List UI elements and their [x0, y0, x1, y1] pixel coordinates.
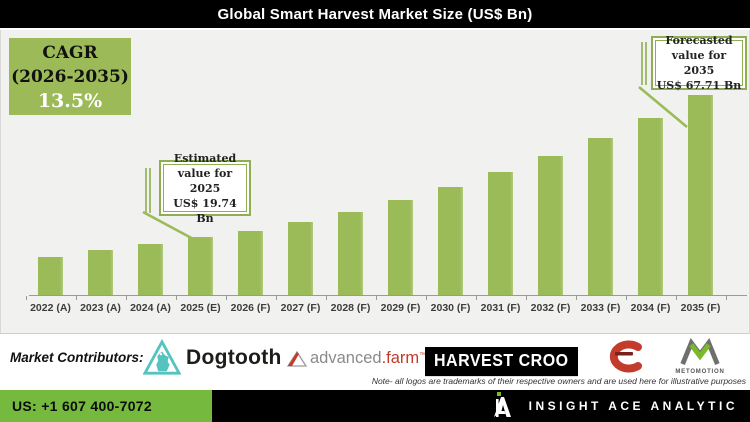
harvest-croo-wordmark: HARVEST CROO — [434, 351, 569, 371]
cagr-range: (2026-2035) — [11, 67, 129, 87]
advanced-farm-triangle-icon — [287, 350, 307, 367]
cagr-label: CAGR — [42, 43, 98, 63]
dogtooth-triangle-icon — [143, 339, 181, 375]
x-tick — [575, 296, 577, 300]
x-axis-line — [29, 295, 747, 296]
brand-name: INSIGHT ACE ANALYTIC — [528, 399, 738, 413]
x-label: 2035 (F) — [680, 302, 721, 314]
cagr-box: CAGR (2026-2035) 13.5% — [9, 38, 131, 115]
advanced-farm-wordmark-red: .farm — [381, 349, 420, 367]
estimated-line1: Estimated — [173, 151, 237, 165]
forecasted-line2: value for 2035 — [671, 49, 727, 77]
dogtooth-logo: Dogtooth — [143, 339, 282, 377]
x-tick — [325, 296, 327, 300]
forecasted-line3: US$ 67.71 Bn — [656, 79, 742, 92]
cagr-value: 13.5% — [37, 90, 103, 112]
estimated-line3: US$ 19.74 Bn — [173, 196, 237, 225]
bar-2034 (F) — [638, 118, 663, 295]
x-tick — [475, 296, 477, 300]
x-tick — [125, 296, 127, 300]
advanced-farm-trademark: ™ — [419, 352, 427, 359]
x-label: 2024 (A) — [130, 302, 171, 314]
x-label: 2022 (A) — [30, 302, 71, 314]
x-tick — [75, 296, 77, 300]
bar-2032 (F) — [538, 156, 563, 295]
x-label: 2030 (F) — [430, 302, 471, 314]
forecasted-2035-callout: Forecasted value for 2035 US$ 67.71 Bn — [651, 34, 747, 92]
bar-chart: CAGR (2026-2035) 13.5% Estimated value f… — [0, 30, 750, 333]
x-label: 2029 (F) — [380, 302, 421, 314]
metomotion-wordmark: METOMOTION — [675, 369, 725, 375]
x-tick — [425, 296, 427, 300]
x-label: 2032 (F) — [530, 302, 571, 314]
x-tick — [725, 296, 727, 300]
x-tick — [675, 296, 677, 300]
contributors-label: Market Contributors: — [10, 350, 144, 365]
x-label: 2023 (A) — [80, 302, 121, 314]
metomotion-logo: METOMOTION — [674, 337, 726, 375]
chart-title: Global Smart Harvest Market Size (US$ Bn… — [0, 0, 750, 30]
bar-2031 (F) — [488, 172, 513, 295]
x-tick — [175, 296, 177, 300]
bar-2022 (A) — [38, 257, 63, 295]
bar-2033 (F) — [588, 138, 613, 295]
bar-2035 (F) — [688, 95, 713, 295]
forecasted-line1: Forecasted — [665, 34, 733, 47]
advanced-farm-logo: advanced .farm ™ — [287, 349, 426, 368]
x-tick — [375, 296, 377, 300]
bar-2029 (F) — [388, 200, 413, 295]
red-c-icon — [609, 340, 642, 373]
x-label: 2033 (F) — [580, 302, 621, 314]
x-label: 2027 (F) — [280, 302, 321, 314]
x-tick — [225, 296, 227, 300]
harvest-croo-logo: HARVEST CROO — [425, 347, 578, 377]
insight-ace-logo — [491, 392, 513, 418]
x-tick — [275, 296, 277, 300]
bar-2027 (F) — [288, 222, 313, 295]
x-tick — [25, 296, 27, 300]
x-tick — [625, 296, 627, 300]
metomotion-m-icon — [680, 337, 720, 365]
x-tick — [525, 296, 527, 300]
footer-phone-block: US: +1 607 400-7072 — [0, 390, 212, 422]
bar-2030 (F) — [438, 187, 463, 295]
phone-number: US: +1 607 400-7072 — [12, 398, 152, 414]
x-label: 2025 (E) — [180, 302, 221, 314]
x-label: 2034 (F) — [630, 302, 671, 314]
callout-leader-lines — [142, 42, 688, 243]
bar-2026 (F) — [238, 231, 263, 295]
ff-robotics-logo — [598, 340, 650, 378]
x-label: 2028 (F) — [330, 302, 371, 314]
footer-brand-block: INSIGHT ACE ANALYTIC — [212, 390, 750, 422]
x-label: 2031 (F) — [480, 302, 521, 314]
estimated-line2: value for 2025 — [177, 166, 233, 195]
trademark-note: Note- all logos are trademarks of their … — [371, 376, 746, 386]
bar-2023 (A) — [88, 250, 113, 295]
dogtooth-wordmark: Dogtooth — [186, 346, 282, 369]
bar-2028 (F) — [338, 212, 363, 295]
contributors-strip: Market Contributors: Dogtooth advanced .f… — [0, 333, 750, 390]
footer-bar: US: +1 607 400-7072 INSIGHT ACE ANALYTIC — [0, 390, 750, 422]
estimated-2025-callout: Estimated value for 2025 US$ 19.74 Bn — [159, 152, 251, 225]
bar-2024 (A) — [138, 244, 163, 295]
x-label: 2026 (F) — [230, 302, 271, 314]
bar-2025 (E) — [188, 237, 213, 295]
advanced-farm-wordmark-gray: advanced — [310, 349, 382, 367]
